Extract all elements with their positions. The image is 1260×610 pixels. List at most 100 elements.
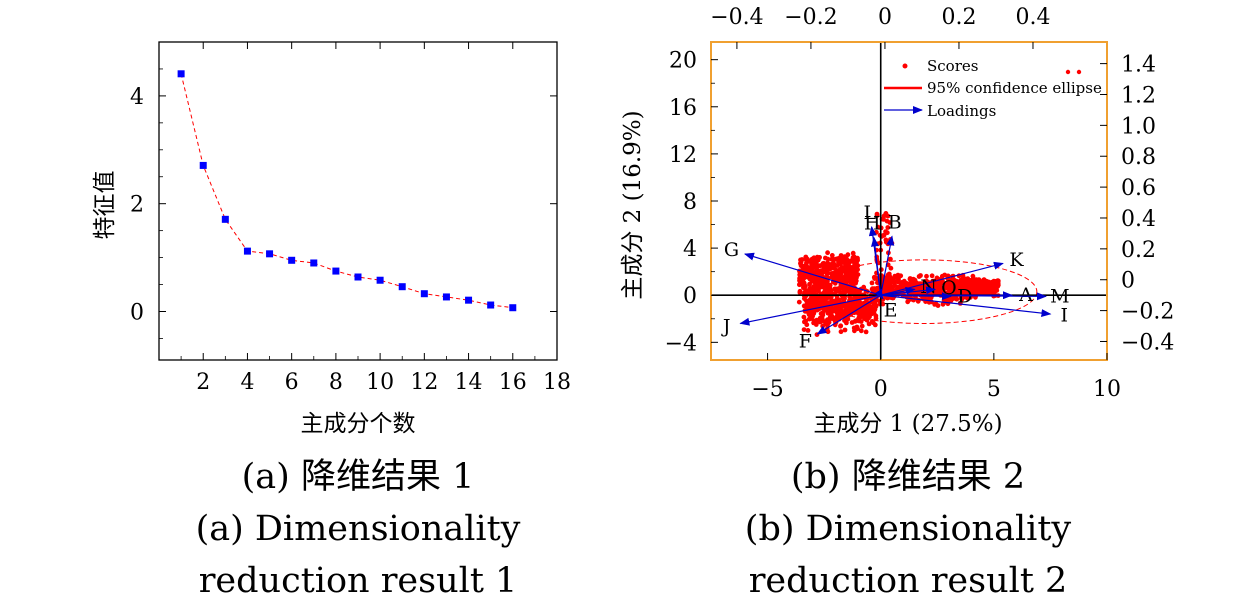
scree-plot-tick-labels: 2 4 6 8 10 12 14 16 18 0 2 4 [130,85,571,395]
scree-x-tick-label: 6 [285,370,299,395]
score-point [990,287,995,293]
score-point [940,301,946,307]
score-point [850,250,856,256]
eigenvalue-point [310,259,318,267]
score-point [818,271,824,277]
eigenvalue-point [465,296,473,304]
score-point [895,274,901,280]
loading-arrow-e [874,289,884,300]
caption-b-chinese: (b) 降维结果 2 [791,457,1025,497]
loading-label-d: D [957,286,972,308]
score-point [825,329,831,335]
scree-plot-panel: 2 4 6 8 10 12 14 16 18 0 2 4 主成分个数 特征值 [92,41,571,437]
loading-label-j: J [721,315,731,337]
score-point [869,280,875,286]
caption-a-english-line2: reduction result 1 [199,561,518,601]
biplot-right-y-tick-label: 0.8 [1121,145,1156,170]
score-point [866,321,872,327]
biplot-y-tick-label: 0 [683,284,697,309]
score-point [986,281,992,287]
score-point [827,314,833,320]
score-point [819,278,825,283]
score-point [807,281,812,287]
score-point [874,213,880,218]
caption-a-chinese: (a) 降维结果 1 [242,457,475,497]
score-point [858,319,864,324]
score-point [888,265,894,271]
score-point [853,278,859,284]
scree-x-tick-label: 12 [410,370,438,395]
score-point [815,283,821,289]
scree-x-tick-label: 4 [240,370,254,395]
score-point [968,281,974,287]
score-point [961,290,966,295]
score-point [825,260,830,266]
score-point [965,286,970,292]
score-point [808,265,814,271]
biplot-y-tick-label: 8 [683,190,697,215]
eigenvalue-point [354,273,362,281]
score-point [982,279,988,284]
score-point [843,310,849,315]
score-point [851,275,856,280]
score-point [848,290,854,296]
score-point [841,256,847,262]
score-point [814,263,820,268]
loading-arrow-m [880,292,1047,301]
loading-arrow-k [880,261,1004,296]
scree-y-axis-title: 特征值 [92,171,118,240]
score-point [796,299,802,305]
biplot-right-y-tick-label: 1.2 [1121,83,1156,108]
eigenvalue-point [177,70,185,78]
eigenvalue-point [266,250,274,258]
biplot-y-tick-label: 12 [669,143,697,168]
score-point [805,328,811,333]
score-point [807,312,813,318]
legend-scores-marker [902,63,908,69]
score-point [822,295,827,300]
score-point [854,324,860,330]
caption-a-english-line1: (a) Dimensionality [196,509,521,549]
biplot-top-x-tick-label: −0.2 [784,5,837,30]
score-point [832,271,838,277]
score-point [838,323,844,329]
score-point [823,255,828,261]
score-point [884,288,890,294]
score-point [935,290,940,296]
biplot-y-tick-label: 16 [669,96,697,121]
biplot-legend: Scores 95% confidence ellipse Loadings [884,57,1102,120]
score-point [924,273,929,279]
eigenvalue-point [420,290,428,298]
score-point [937,282,943,288]
score-point [820,261,826,267]
score-point [969,286,975,292]
biplot-right-y-tick-label: 0.2 [1121,238,1156,263]
score-point [847,303,853,309]
scree-y-tick-label: 0 [130,300,144,325]
eigenvalue-line [180,73,513,309]
loading-arrow-h [871,236,882,296]
score-point [872,322,878,328]
eigenvalue-point [376,276,384,284]
loading-arrow-j [739,294,881,326]
score-point [799,257,804,263]
score-point [942,285,947,291]
biplot-right-y-tick-label: 0 [1121,269,1135,294]
score-point [827,264,833,269]
score-point [824,271,830,277]
biplot-y-tick-label: 20 [669,49,697,74]
score-point [845,316,851,322]
scree-x-tick-label: 10 [366,370,394,395]
scree-y-tick-label: 4 [130,85,144,110]
score-point [806,303,812,309]
score-point [801,314,807,320]
score-point [947,285,952,291]
score-point [921,284,926,289]
score-point [910,281,916,287]
score-point [886,271,892,277]
score-point [835,303,841,309]
eigenvalue-point [509,304,517,312]
